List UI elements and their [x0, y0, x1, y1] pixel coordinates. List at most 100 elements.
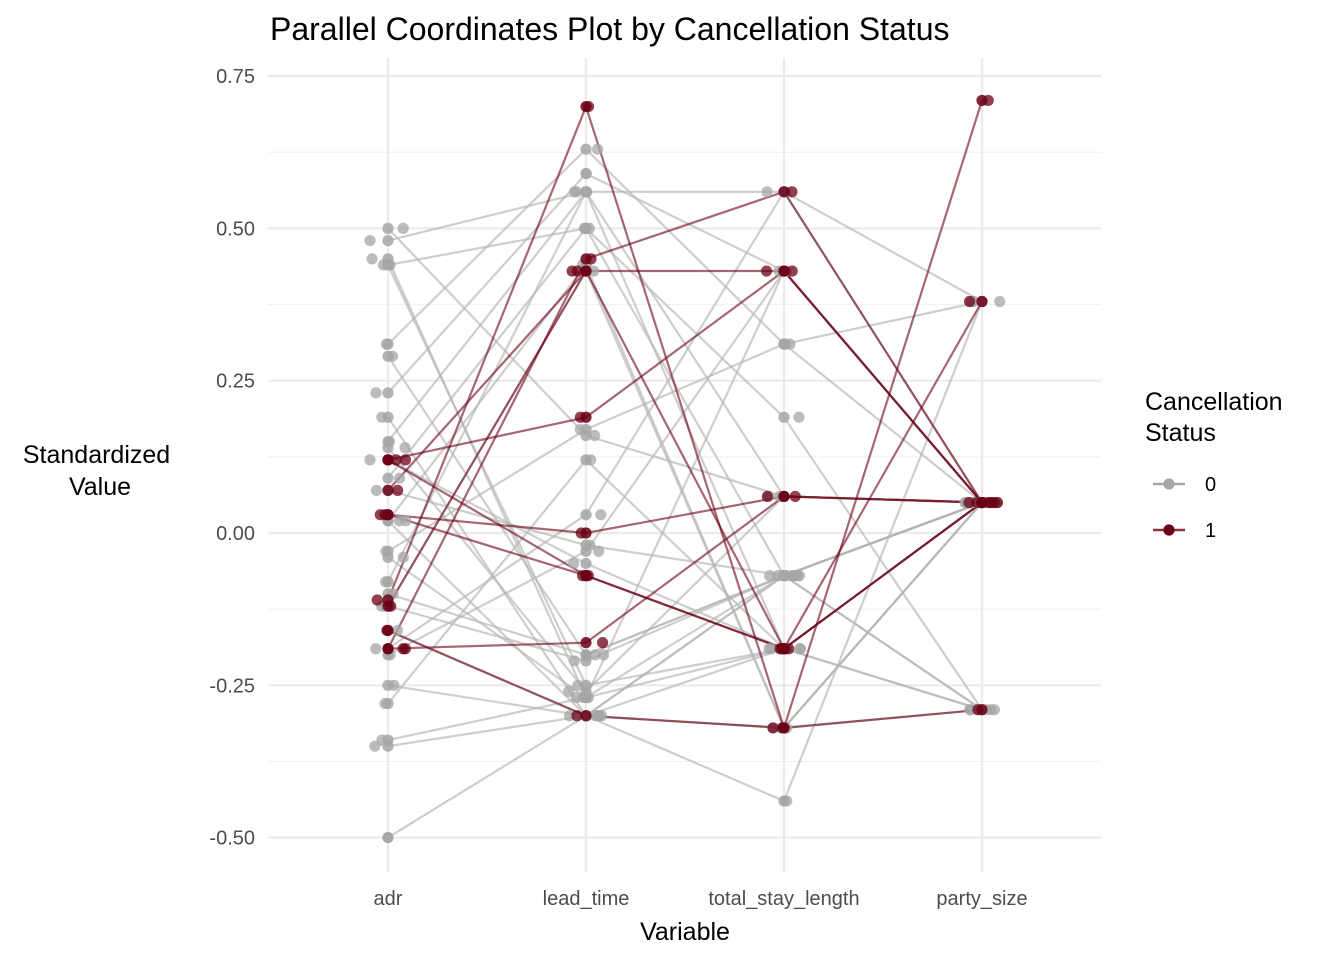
- point-16-adr: [382, 551, 394, 563]
- x-axis-ticks: adr lead_time total_stay_length party_size: [374, 888, 1028, 910]
- point-0-adr: [382, 234, 394, 247]
- jitter-point-35-total_stay_length: [786, 265, 798, 277]
- point-33-party_size: [976, 295, 988, 308]
- legend-title-line-2: Status: [1145, 419, 1216, 447]
- jitter-point-23-lead_time: [585, 454, 597, 466]
- jitter-point-38-total_stay_length: [777, 722, 789, 734]
- jitter-point-27-lead_time: [567, 557, 580, 570]
- jitter-point-6-adr: [386, 350, 399, 362]
- jitter-point-39-total_stay_length: [776, 643, 788, 655]
- jitter-point-11-lead_time: [583, 222, 595, 234]
- jitter-point-7-adr: [370, 387, 382, 399]
- jitter-point-30-lead_time: [574, 411, 586, 423]
- jitter-point-21-lead_time: [593, 545, 605, 557]
- jitter-point-0-total_stay_length: [761, 186, 773, 198]
- jitter-point-11-adr: [393, 472, 406, 484]
- jitter-point-36-total_stay_length: [786, 186, 798, 198]
- jitter-point-29-total_stay_length: [788, 570, 800, 582]
- point-17-lead_time: [580, 186, 592, 198]
- jitter-point-26-lead_time: [589, 710, 602, 722]
- jitter-point-6-lead_time: [589, 649, 601, 661]
- x-tick-label-adr: adr: [374, 888, 403, 910]
- jitter-point-1-adr: [397, 222, 409, 234]
- jitter-point-29-lead_time: [568, 655, 581, 667]
- jitter-point-15-lead_time: [574, 423, 586, 436]
- point-37-adr: [382, 643, 394, 655]
- jitter-point-31-adr: [390, 454, 402, 466]
- legend-entries: 01: [1153, 474, 1216, 542]
- jitter-point-30-adr: [399, 454, 412, 466]
- y-axis-title: Standardized Value: [23, 441, 177, 501]
- jitter-point-4-lead_time: [572, 679, 584, 691]
- jitter-point-34-adr: [371, 594, 383, 606]
- jitter-point-28-adr: [370, 643, 382, 655]
- series-line-5: [387, 147, 983, 504]
- series-lines-status-0: [386, 147, 984, 839]
- x-tick-label-party_size: party_size: [936, 888, 1027, 910]
- point-31-adr: [382, 454, 394, 466]
- x-tick-label-total_stay_length: total_stay_length: [708, 888, 859, 910]
- jitter-point-0-adr: [364, 234, 376, 247]
- jitter-point-33-lead_time: [576, 570, 589, 582]
- y-tick-label-0: 0.75: [216, 66, 255, 88]
- point-29-total_stay_length: [778, 570, 790, 582]
- jitter-point-34-party_size: [972, 704, 984, 716]
- jitter-point-27-total_stay_length: [765, 643, 777, 655]
- jitter-point-10-lead_time: [563, 685, 575, 697]
- jitter-point-28-lead_time: [595, 509, 607, 521]
- jitter-point-39-party_size: [971, 496, 983, 509]
- jitter-point-39-adr: [392, 484, 404, 496]
- jitter-point-11-party_size: [985, 704, 997, 716]
- point-39-lead_time: [580, 265, 592, 277]
- jitter-point-37-lead_time: [596, 637, 609, 649]
- series-line-25: [387, 501, 983, 742]
- y-tick-label-3: 0.00: [216, 523, 255, 545]
- jitter-point-34-lead_time: [582, 100, 595, 113]
- jitter-point-38-adr: [381, 624, 393, 637]
- series-line-34: [386, 103, 983, 730]
- legend-title-line-1: Cancellation: [1145, 388, 1283, 416]
- series-line-36: [387, 190, 983, 650]
- point-37-total_stay_length: [778, 490, 790, 503]
- point-36-total_stay_length: [778, 186, 790, 198]
- jitter-point-33-adr: [379, 509, 391, 521]
- jitter-point-32-lead_time: [575, 527, 587, 539]
- y-axis-title-line-2: Value: [69, 473, 131, 501]
- chart-title: Parallel Coordinates Plot by Cancellatio…: [270, 11, 949, 47]
- jitter-point-36-party_size: [991, 496, 1004, 509]
- point-38-lead_time: [580, 710, 592, 722]
- jitter-point-12-adr: [370, 484, 383, 496]
- jitter-point-18-lead_time: [597, 649, 610, 661]
- jitter-point-4-adr: [377, 259, 390, 271]
- jitter-point-38-lead_time: [571, 710, 583, 722]
- jitter-point-22-adr: [388, 679, 400, 691]
- y-axis-title-line-1: Standardized: [23, 441, 170, 469]
- series-line-15: [387, 300, 983, 553]
- x-axis-title: Variable: [640, 918, 730, 946]
- series-line-26: [387, 301, 984, 839]
- jitter-point-26-party_size: [994, 295, 1006, 308]
- jitter-point-14-adr: [393, 515, 405, 527]
- jitter-point-32-total_stay_length: [761, 490, 773, 503]
- jitter-point-17-lead_time: [570, 186, 583, 198]
- jitter-point-15-total_stay_length: [784, 338, 796, 350]
- point-28-lead_time: [580, 509, 592, 521]
- point-5-lead_time: [580, 143, 592, 155]
- jitter-point-8-adr: [376, 411, 388, 423]
- jitter-point-34-total_stay_length: [767, 722, 779, 734]
- point-39-adr: [382, 484, 394, 496]
- point-11-adr: [382, 472, 394, 484]
- jitter-point-30-total_stay_length: [760, 265, 773, 277]
- jitter-point-37-adr: [397, 643, 409, 655]
- series-lines-status-1: [386, 100, 984, 730]
- jitter-point-26-adr: [382, 832, 394, 844]
- series-line-18: [387, 574, 983, 711]
- jitter-point-5-adr: [380, 338, 392, 350]
- point-25-lead_time: [580, 691, 592, 704]
- point-35-total_stay_length: [778, 265, 790, 277]
- jitter-point-37-party_size: [963, 496, 975, 509]
- jitter-point-27-adr: [364, 454, 376, 466]
- jitter-point-38-party_size: [982, 94, 994, 107]
- jitter-point-5-lead_time: [592, 143, 604, 155]
- point-21-lead_time: [580, 545, 592, 557]
